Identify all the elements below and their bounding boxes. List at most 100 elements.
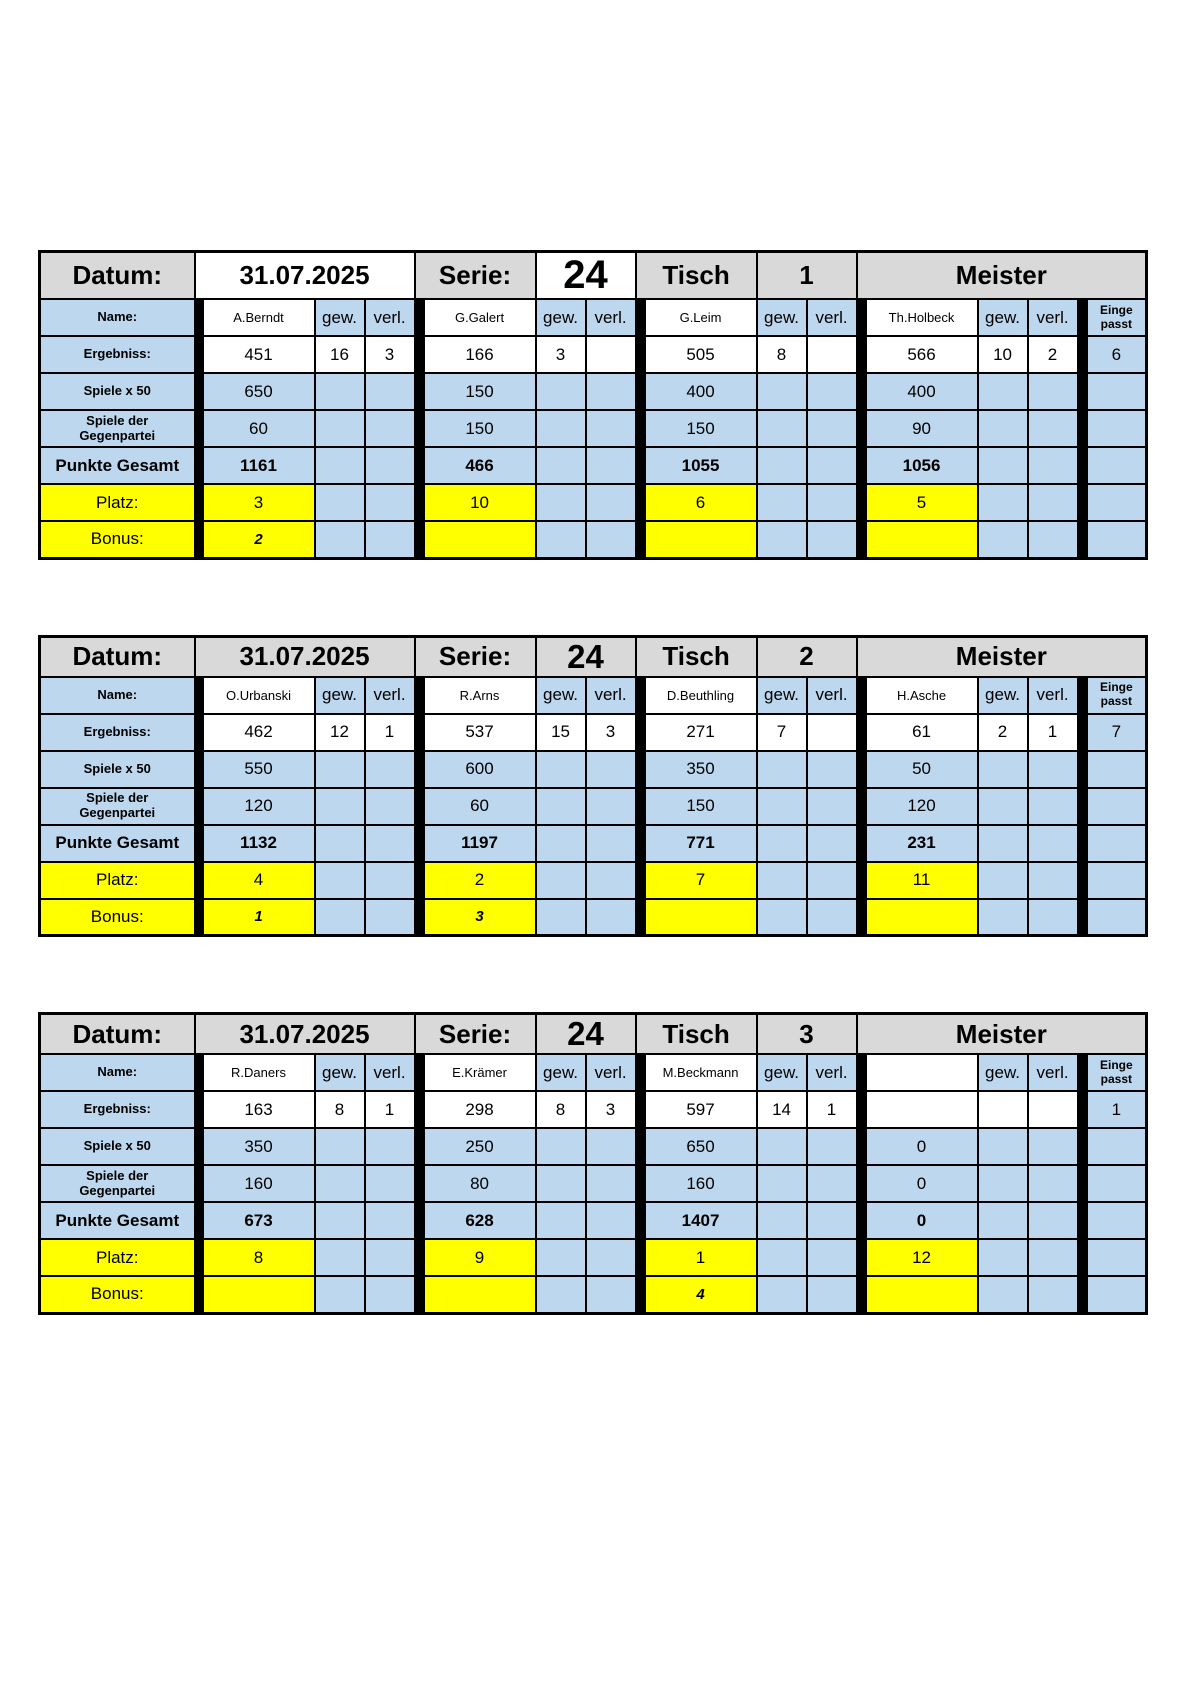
group-separator <box>413 409 425 448</box>
ergebnis-value: 462 <box>201 712 316 752</box>
blank-cell <box>755 446 808 485</box>
punkte-value: 1197 <box>422 823 537 863</box>
blank-cell <box>584 1127 637 1166</box>
einge-passt-value: 7 <box>1085 712 1148 752</box>
group-separator <box>1076 1201 1088 1240</box>
group-separator <box>413 786 425 826</box>
gegenpartei-value: 60 <box>201 409 316 448</box>
verl-value: 2 <box>1026 335 1079 374</box>
group-separator <box>1076 335 1088 374</box>
blank-cell <box>976 749 1029 789</box>
blank-cell <box>1085 409 1148 448</box>
group-separator <box>413 1127 425 1166</box>
ergebnis-value: 271 <box>643 712 758 752</box>
blank-cell <box>363 446 416 485</box>
einge-passt-header-line1: Einge <box>1099 1057 1133 1072</box>
blank-cell <box>313 372 366 411</box>
group-separator <box>193 446 204 485</box>
blank-cell <box>584 786 637 826</box>
gew-value: 16 <box>313 335 366 374</box>
gegenpartei-label-line1: Spiele der <box>86 1167 149 1183</box>
blank-cell <box>1085 823 1148 863</box>
serie-value: 24 <box>534 250 637 300</box>
platz-value: 1 <box>643 1238 758 1277</box>
blank-cell <box>1085 446 1148 485</box>
blank-cell <box>1085 1238 1148 1277</box>
blank-cell <box>313 446 366 485</box>
gegenpartei-value: 60 <box>422 786 537 826</box>
blank-cell <box>755 1164 808 1203</box>
group-separator <box>855 823 867 863</box>
group-separator <box>855 1238 867 1277</box>
group-separator <box>193 520 204 559</box>
gew-value: 3 <box>534 335 587 374</box>
punkte-value: 771 <box>643 823 758 863</box>
verl-value: 3 <box>584 1090 637 1129</box>
blank-cell <box>1085 483 1148 522</box>
ergebnis-value: 566 <box>864 335 979 374</box>
row-label-ergebniss: Ergebniss: <box>38 1090 196 1129</box>
verl-value: 1 <box>363 1090 416 1129</box>
blank-cell <box>976 409 1029 448</box>
punkte-value: 0 <box>864 1201 979 1240</box>
group-separator <box>855 1053 867 1092</box>
group-separator <box>855 1090 867 1129</box>
group-separator <box>855 335 867 374</box>
verl-header: verl. <box>584 298 637 337</box>
blank-cell <box>363 897 416 937</box>
blank-cell <box>313 860 366 900</box>
verl-value: 3 <box>363 335 416 374</box>
group-separator <box>413 1201 425 1240</box>
group-separator <box>1076 298 1088 337</box>
blank-cell <box>976 823 1029 863</box>
group-separator <box>193 1164 204 1203</box>
blank-cell <box>805 409 858 448</box>
punkte-value: 673 <box>201 1201 316 1240</box>
blank-cell <box>1026 409 1079 448</box>
blank-cell <box>534 372 587 411</box>
blank-cell <box>1026 483 1079 522</box>
group-separator <box>634 335 646 374</box>
group-separator <box>855 298 867 337</box>
blank-cell <box>363 1164 416 1203</box>
row-label-bonus: Bonus: <box>38 897 196 937</box>
verl-header: verl. <box>1026 675 1079 715</box>
blank-cell <box>534 483 587 522</box>
verl-header: verl. <box>363 298 416 337</box>
blank-cell <box>363 483 416 522</box>
blank-cell <box>976 1127 1029 1166</box>
group-separator <box>193 1201 204 1240</box>
group-separator <box>634 298 646 337</box>
punkte-value: 628 <box>422 1201 537 1240</box>
bonus-value <box>643 897 758 937</box>
group-separator <box>193 298 204 337</box>
spiele50-value: 250 <box>422 1127 537 1166</box>
datum-label: Datum: <box>38 1012 196 1055</box>
spiele50-value: 150 <box>422 372 537 411</box>
group-separator <box>413 1053 425 1092</box>
verl-header: verl. <box>805 675 858 715</box>
gew-header: gew. <box>534 675 587 715</box>
blank-cell <box>584 823 637 863</box>
blank-cell <box>313 786 366 826</box>
gegenpartei-value: 80 <box>422 1164 537 1203</box>
gew-header: gew. <box>976 298 1029 337</box>
gegenpartei-value: 120 <box>864 786 979 826</box>
einge-passt-header-line1: Einge <box>1099 302 1133 317</box>
group-separator <box>413 1090 425 1129</box>
bonus-value <box>201 1275 316 1314</box>
group-separator <box>1076 786 1088 826</box>
group-separator <box>855 786 867 826</box>
blank-cell <box>584 520 637 559</box>
row-label-name: Name: <box>38 1053 196 1092</box>
group-separator <box>413 483 425 522</box>
blank-cell <box>976 446 1029 485</box>
verl-value <box>1026 1090 1079 1129</box>
blank-cell <box>976 897 1029 937</box>
blank-cell <box>1085 897 1148 937</box>
tisch-number: 2 <box>755 635 858 678</box>
group-separator <box>855 1275 867 1314</box>
group-separator <box>634 749 646 789</box>
verl-header: verl. <box>584 1053 637 1092</box>
